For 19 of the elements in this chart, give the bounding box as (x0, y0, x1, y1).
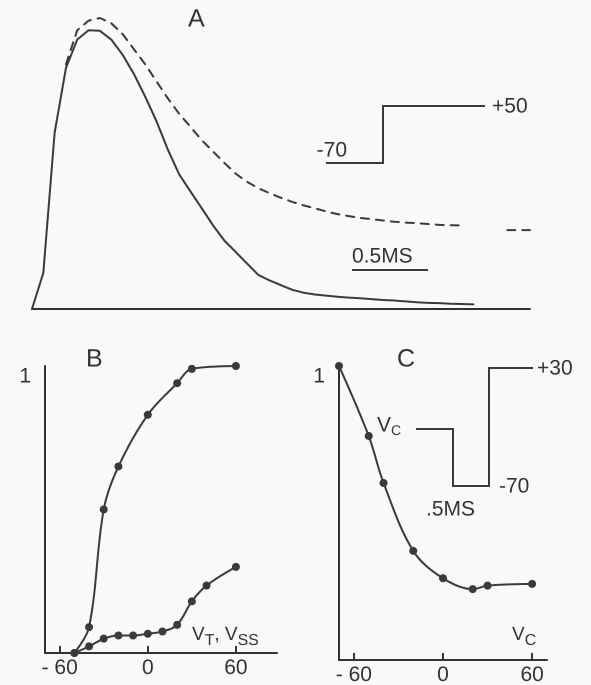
x-tick-label: - 60 (336, 663, 372, 685)
annotation: 0.5MS (352, 244, 413, 268)
x-tick-label: 60 (520, 663, 544, 685)
x-tick-label: 60 (224, 656, 248, 679)
chart-title: B (86, 344, 103, 372)
chart-title: A (188, 4, 205, 32)
x-axis-title: V$_{T}$, V$_{SS}$ (192, 624, 259, 651)
annotation: +30 (537, 356, 573, 380)
annotation: -70 (316, 138, 347, 162)
y-axis-title: 1 (19, 364, 31, 388)
y-axis-title: 1 (313, 364, 325, 388)
chart-title: C (397, 344, 416, 372)
annotation: +50 (492, 94, 528, 118)
x-tick-label: 0 (437, 663, 449, 685)
annotation: .5MS (426, 498, 476, 520)
x-axis-title: V$_{C}$ (512, 624, 536, 651)
x-tick-label: - 60 (42, 656, 78, 679)
annotation: -70 (499, 474, 530, 498)
x-tick-label: 0 (142, 656, 154, 679)
